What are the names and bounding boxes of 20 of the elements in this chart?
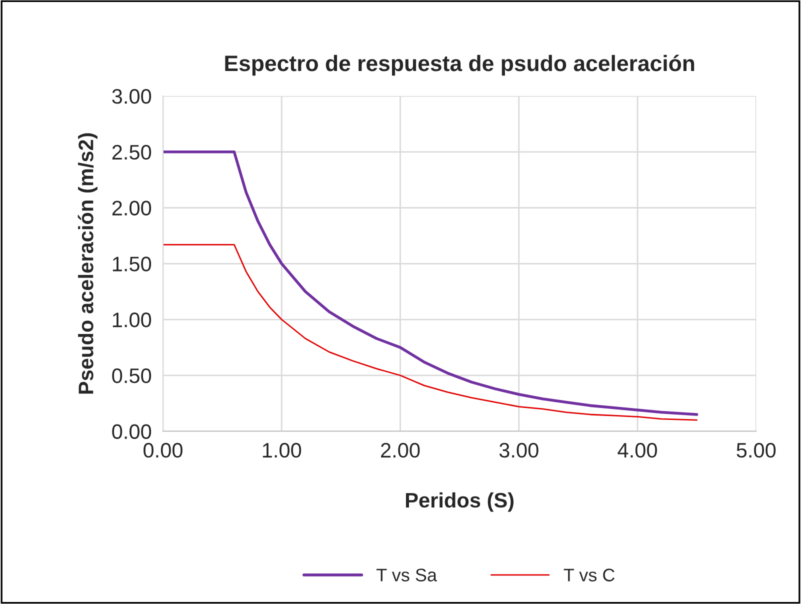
y-tick-label: 3.00 (112, 89, 152, 104)
x-axis-title: Peridos (S) (406, 492, 514, 512)
x-tick-label: 3.00 (499, 442, 538, 458)
y-tick-label: 1.00 (112, 312, 152, 328)
y-tick-label: 0.50 (112, 368, 152, 384)
x-tick-label: 2.00 (381, 442, 420, 458)
line-series (163, 150, 698, 416)
y-tick-label: 1.50 (112, 256, 152, 272)
x-tick-label: 0.00 (144, 442, 182, 458)
x-tick-label: 5.00 (736, 442, 776, 458)
y-axis-title: Pseudo aceleración (m/s2) (78, 133, 98, 394)
y-tick-label: 2.00 (112, 200, 152, 216)
y-tick-label: 2.50 (112, 144, 152, 160)
x-tick-label: 1.00 (262, 442, 302, 458)
legend-label: T vs Sa (376, 568, 438, 582)
chart-title: Espectro de respuesta de psudo aceleración (225, 54, 694, 76)
legend-label: T vs C (564, 568, 615, 582)
y-tick-label: 0.00 (112, 424, 152, 440)
x-tick-label: 4.00 (618, 442, 657, 458)
line-series (163, 244, 698, 421)
